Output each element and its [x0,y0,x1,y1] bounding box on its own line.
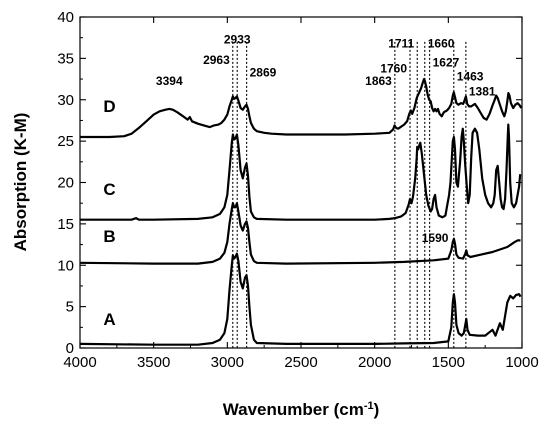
peak-label: 2869 [250,66,277,80]
y-axis-title: Absorption (K-M) [11,113,30,252]
peak-label: 3394 [156,74,183,88]
series-line-d [80,78,523,139]
y-tick-label: 0 [66,340,74,357]
y-axis: 0 5 10 15 20 25 30 35 40 [57,9,522,357]
peak-label: 1711 [388,37,414,51]
peak-label: 1660 [428,37,455,51]
series-group: A B C D [79,78,523,346]
series-label-c: C [103,180,115,199]
x-axis-title-sup: -1 [364,400,374,412]
y-tick-label: 40 [57,9,74,26]
series-line-b [79,202,521,265]
series-label-b: B [103,227,115,246]
x-tick-label: 2500 [284,354,317,371]
series-label-d: D [103,97,115,116]
peak-label: 1463 [457,70,484,84]
y-tick-label: 20 [57,175,74,192]
x-tick-label: 1000 [505,354,538,371]
x-axis: 4000 3500 3000 2500 2000 1500 1000 [63,17,539,371]
x-tick-label: 2000 [358,354,391,371]
y-tick-label: 30 [57,92,74,109]
series-line-c [80,123,522,221]
peak-label: 1627 [433,56,460,70]
peak-label: 1381 [469,85,496,99]
x-axis-title-tail: ) [374,400,380,419]
x-tick-label: 3000 [211,354,244,371]
x-tick-label: 3500 [137,354,170,371]
y-tick-label: 25 [57,133,74,150]
peak-label: 1590 [422,231,449,245]
x-axis-title: Wavenumber (cm-1) [223,400,380,419]
y-tick-label: 5 [66,299,74,316]
x-tick-label: 4000 [63,354,96,371]
peak-label: 1863 [365,74,392,88]
series-label-a: A [103,310,115,329]
x-tick-label: 1500 [432,354,465,371]
y-tick-label: 15 [57,216,74,233]
peak-label: 2933 [224,32,251,46]
peak-label: 1760 [380,61,407,75]
series-line-a [79,252,522,346]
x-axis-title-main: Wavenumber (cm [223,400,364,419]
peak-label: 2963 [203,53,230,67]
y-tick-label: 35 [57,50,74,67]
reference-lines [232,41,467,348]
y-tick-label: 10 [57,257,74,274]
